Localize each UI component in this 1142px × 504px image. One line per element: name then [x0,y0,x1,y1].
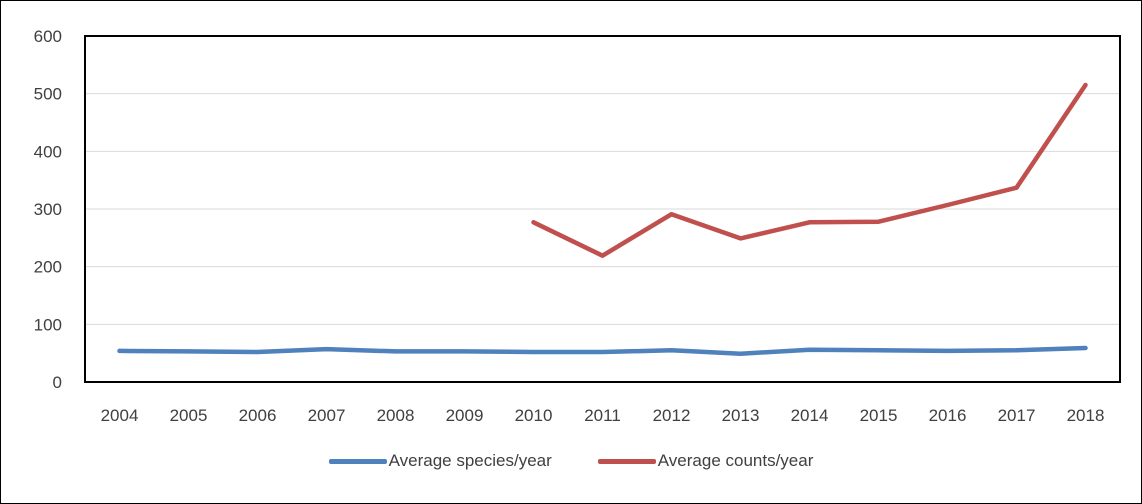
data-point-0-2014 [807,347,812,352]
data-point-0-2015 [876,348,881,353]
data-point-1-2012 [669,212,674,217]
y-tick-label-100: 100 [34,315,62,334]
x-tick-label-2006: 2006 [239,406,277,425]
data-point-1-2013 [738,236,743,241]
data-point-1-2017 [1014,185,1019,190]
y-tick-label-0: 0 [53,373,62,392]
data-point-1-2016 [945,202,950,207]
data-point-0-2010 [531,350,536,355]
data-point-0-2012 [669,348,674,353]
x-tick-label-2016: 2016 [929,406,967,425]
x-tick-label-2014: 2014 [791,406,829,425]
data-point-1-2011 [600,253,605,258]
data-point-1-2018 [1083,83,1088,88]
data-point-0-2008 [393,349,398,354]
x-tick-label-2011: 2011 [584,406,621,425]
legend-label-counts: Average counts/year [657,451,814,470]
plot-area-border [84,35,1121,383]
x-tick-label-2018: 2018 [1067,406,1105,425]
x-tick-label-2005: 2005 [170,406,208,425]
data-point-0-2018 [1083,345,1088,350]
x-tick-label-2013: 2013 [722,406,760,425]
y-tick-label-500: 500 [34,85,62,104]
x-tick-label-2004: 2004 [101,406,139,425]
legend-item-species: Average species/year [328,451,552,471]
legend-label-species: Average species/year [388,451,552,470]
data-point-0-2013 [738,351,743,356]
y-tick-label-600: 600 [34,27,62,46]
y-tick-label-200: 200 [34,258,62,277]
data-point-0-2004 [117,348,122,353]
data-point-1-2015 [876,219,881,224]
data-point-1-2010 [531,220,536,225]
legend-swatch-species [328,458,387,464]
y-tick-label-400: 400 [34,142,62,161]
data-point-0-2016 [945,348,950,353]
legend-swatch-counts [597,458,656,464]
data-point-0-2007 [324,347,329,352]
data-point-0-2009 [462,349,467,354]
series-line-1 [531,82,1088,258]
x-tick-label-2012: 2012 [653,406,691,425]
legend: Average species/year Average counts/year [0,451,1142,471]
data-point-0-2005 [186,349,191,354]
legend-item-counts: Average counts/year [597,451,814,471]
x-tick-label-2007: 2007 [308,406,346,425]
x-tick-label-2008: 2008 [377,406,415,425]
data-point-0-2011 [600,350,605,355]
data-point-0-2006 [255,350,260,355]
x-tick-label-2010: 2010 [515,406,553,425]
x-tick-label-2017: 2017 [998,406,1036,425]
data-point-0-2017 [1014,348,1019,353]
x-tick-label-2009: 2009 [446,406,484,425]
data-point-1-2014 [807,220,812,225]
x-tick-label-2015: 2015 [860,406,898,425]
y-tick-label-300: 300 [34,200,62,219]
